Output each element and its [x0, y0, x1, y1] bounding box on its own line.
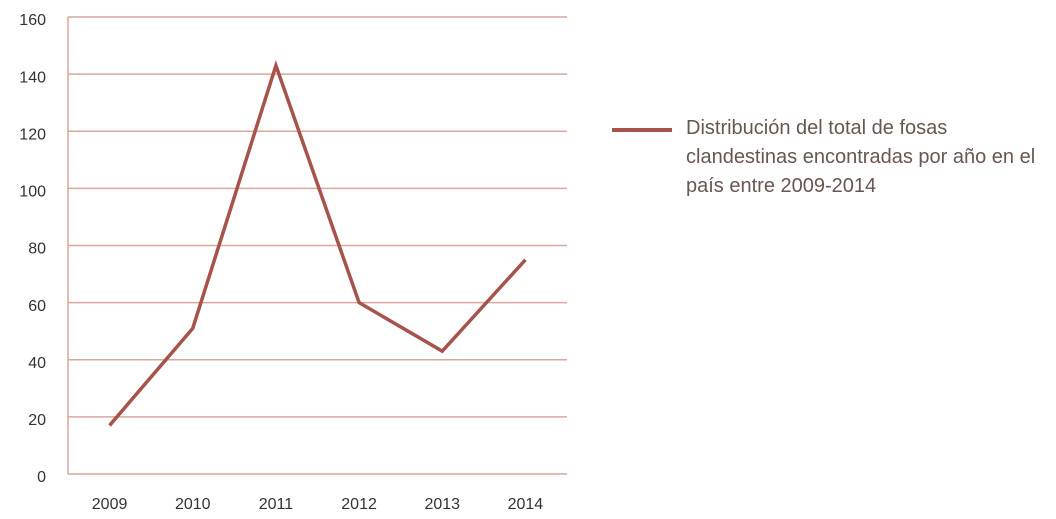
x-tick-label: 2014: [508, 496, 544, 513]
y-tick-label: 60: [28, 298, 46, 315]
legend-swatch: [612, 128, 672, 132]
y-tick-label: 120: [19, 126, 46, 143]
x-tick-label: 2011: [259, 496, 294, 513]
legend-label: Distribución del total de fosas clandest…: [686, 117, 1036, 197]
x-tick-label: 2012: [341, 496, 377, 513]
y-tick-label: 40: [28, 355, 46, 372]
legend: Distribución del total de fosas clandest…: [612, 114, 1052, 201]
x-tick-label: 2013: [424, 496, 460, 513]
y-tick-label: 100: [19, 184, 46, 201]
y-tick-label: 160: [19, 12, 46, 29]
x-tick-label: 2010: [175, 496, 211, 513]
y-tick-label: 140: [19, 69, 46, 86]
y-tick-label: 80: [28, 241, 46, 258]
y-tick-label: 20: [28, 412, 46, 429]
x-tick-label: 2009: [92, 496, 128, 513]
data-line: [108, 60, 527, 427]
y-tick-label: 0: [37, 469, 46, 486]
